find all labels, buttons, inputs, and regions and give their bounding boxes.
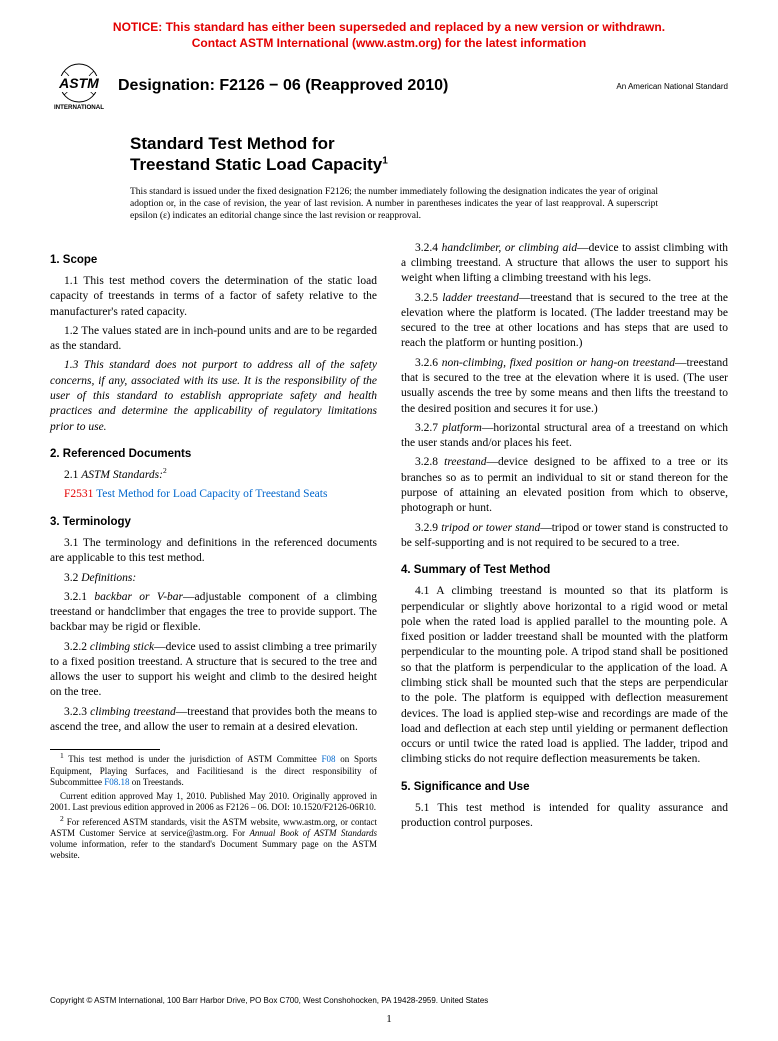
para-2-1: 2.1 ASTM Standards:2 [50, 468, 377, 483]
para-3-2-lead: 3.2 [64, 572, 81, 584]
def-3-2-3: 3.2.3 climbing treestand—treestand that … [50, 705, 377, 736]
notice-banner: NOTICE: This standard has either been su… [50, 20, 728, 51]
designation-label: Designation: [118, 77, 219, 94]
document-title: Standard Test Method for Treestand Stati… [130, 133, 688, 176]
def-3-2-7: 3.2.7 platform—horizontal structural are… [401, 421, 728, 452]
para-1-3: 1.3 This standard does not purport to ad… [50, 358, 377, 434]
fn1-link-f0818[interactable]: F08.18 [104, 777, 129, 787]
fn1-link-f08[interactable]: F08 [322, 754, 336, 764]
footnotes-body: 1 This test method is under the jurisdic… [50, 754, 377, 861]
designation-code: F2126 − 06 (Reapproved 2010) [219, 77, 448, 94]
body-columns: 1. Scope 1.1 This test method covers the… [50, 241, 728, 862]
para-2-1-sup: 2 [163, 466, 167, 475]
def-3-2-1: 3.2.1 backbar or V-bar—adjustable compon… [50, 590, 377, 636]
ref-f2531: F2531 Test Method for Load Capacity of T… [50, 487, 377, 502]
title-line-2: Treestand Static Load Capacity [130, 155, 382, 174]
footnote-1: 1 This test method is under the jurisdic… [50, 754, 377, 788]
def-3-2-2: 3.2.2 climbing stick—device used to assi… [50, 640, 377, 701]
issuance-note: This standard is issued under the fixed … [130, 186, 658, 223]
footnotes-block: 1 This test method is under the jurisdic… [50, 749, 377, 861]
document-header: ASTM INTERNATIONAL Designation: F2126 − … [50, 61, 728, 111]
ref-code[interactable]: F2531 [64, 488, 93, 500]
para-3-1: 3.1 The terminology and definitions in t… [50, 536, 377, 567]
para-1-2: 1.2 The values stated are in inch-pound … [50, 324, 377, 355]
def-3-2-6: 3.2.6 non-climbing, fixed position or ha… [401, 356, 728, 417]
section-1-heading: 1. Scope [50, 253, 377, 268]
def-3-2-8: 3.2.8 treestand—device designed to be af… [401, 455, 728, 516]
astm-logo: ASTM INTERNATIONAL [50, 61, 108, 111]
para-2-1-lead: 2.1 [64, 469, 81, 481]
para-3-2-ital: Definitions: [81, 572, 136, 584]
section-2-heading: 2. Referenced Documents [50, 447, 377, 462]
notice-line-2: Contact ASTM International (www.astm.org… [50, 36, 728, 52]
title-line-1: Standard Test Method for [130, 134, 335, 153]
def-3-2-9: 3.2.9 tripod or tower stand—tripod or to… [401, 521, 728, 552]
designation: Designation: F2126 − 06 (Reapproved 2010… [118, 77, 448, 95]
def-3-2-4: 3.2.4 handclimber, or climbing aid—devic… [401, 241, 728, 287]
para-3-2: 3.2 Definitions: [50, 571, 377, 586]
page-number: 1 [0, 1013, 778, 1025]
para-4-1: 4.1 A climbing treestand is mounted so t… [401, 584, 728, 767]
para-2-1-ital: ASTM Standards: [81, 469, 163, 481]
ref-title[interactable]: Test Method for Load Capacity of Treesta… [93, 488, 327, 500]
para-5-1: 5.1 This test method is intended for qua… [401, 801, 728, 832]
section-5-heading: 5. Significance and Use [401, 780, 728, 795]
footnote-2: 2 For referenced ASTM standards, visit t… [50, 817, 377, 862]
section-3-heading: 3. Terminology [50, 515, 377, 530]
svg-text:INTERNATIONAL: INTERNATIONAL [54, 104, 104, 111]
title-block: Standard Test Method for Treestand Stati… [130, 133, 688, 223]
ans-label: An American National Standard [616, 82, 728, 91]
title-footnote-mark: 1 [382, 156, 388, 167]
section-4-heading: 4. Summary of Test Method [401, 563, 728, 578]
para-1-1: 1.1 This test method covers the determin… [50, 274, 377, 320]
header-left: ASTM INTERNATIONAL Designation: F2126 − … [50, 61, 448, 111]
def-3-2-5: 3.2.5 ladder treestand—treestand that is… [401, 291, 728, 352]
svg-text:ASTM: ASTM [58, 75, 99, 91]
copyright-line: Copyright © ASTM International, 100 Barr… [50, 996, 728, 1005]
footnote-1b: Current edition approved May 1, 2010. Pu… [50, 791, 377, 814]
notice-line-1: NOTICE: This standard has either been su… [50, 20, 728, 36]
